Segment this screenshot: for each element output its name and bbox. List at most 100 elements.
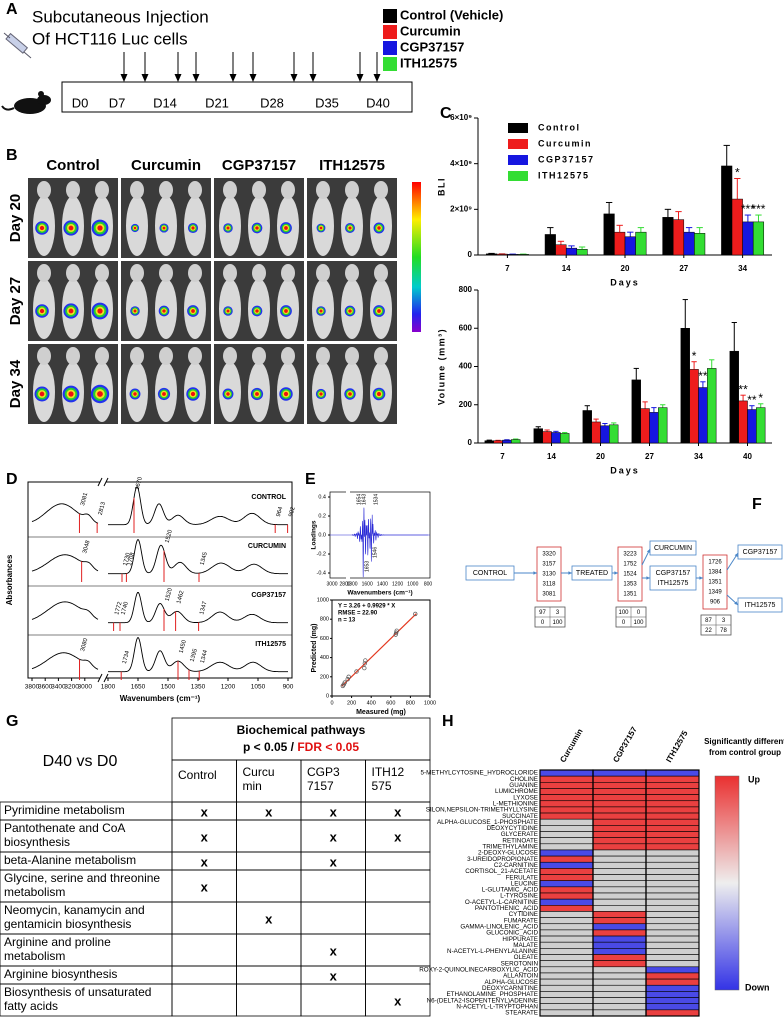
pathway-mark: x xyxy=(394,829,402,844)
peak-label: 1730 xyxy=(123,552,132,567)
peak-box xyxy=(702,554,728,610)
bar xyxy=(544,234,556,256)
timeline-day: D0 xyxy=(72,95,89,110)
x-tick-label: 3000 xyxy=(326,581,337,587)
heatmap-cell xyxy=(645,837,700,845)
luminescence-spot xyxy=(377,392,381,396)
heatmap-cell xyxy=(539,886,594,894)
bar xyxy=(631,379,641,444)
heatmap-cell xyxy=(592,991,647,998)
x-tick-label: 20 xyxy=(596,452,605,461)
heatmap-row-label: DEOXYCARNITINE xyxy=(482,985,538,992)
y-tick-label: 400 xyxy=(320,655,329,661)
node-label: CGP37157 xyxy=(743,549,778,556)
peak-label: 3081 xyxy=(80,491,89,506)
bar xyxy=(752,221,765,256)
heatmap-cell xyxy=(592,948,647,955)
node-label: CONTROL xyxy=(473,570,507,577)
timeline-box xyxy=(61,81,413,113)
luminescence-spot xyxy=(162,309,166,313)
heatmap-cell xyxy=(592,954,647,961)
peak-value: 1524 xyxy=(623,572,637,578)
mouse-head xyxy=(159,181,173,199)
heatmap-cell xyxy=(645,818,700,826)
x-tick-label: 3600 xyxy=(38,684,53,691)
heatmap-row-label: FERULATE xyxy=(506,874,538,881)
panel-letter: H xyxy=(442,713,454,730)
heatmap-cell xyxy=(592,978,647,986)
luminescence-spot xyxy=(39,391,45,397)
bar xyxy=(658,407,668,444)
bar xyxy=(600,425,610,444)
bar xyxy=(493,440,503,444)
bar xyxy=(582,410,592,444)
bar xyxy=(672,219,685,256)
heatmap-cell xyxy=(539,794,594,802)
heatmap-row-label: 5-METHYLCYTOSINE_HYDROCLORIDE xyxy=(421,770,538,777)
mouse-head xyxy=(223,347,237,365)
heatmap-cell xyxy=(645,769,700,777)
matrix-value: 0 xyxy=(622,620,626,626)
bar xyxy=(747,409,757,444)
bar xyxy=(683,231,695,256)
x-tick-label: 34 xyxy=(694,452,703,461)
bar xyxy=(742,221,754,256)
x-axis-label: Wavenumbers (cm⁻¹) xyxy=(120,694,201,703)
bar xyxy=(517,254,529,256)
mouse-head xyxy=(316,264,330,282)
heatmap-cell xyxy=(592,843,647,851)
mouse-head xyxy=(281,264,295,282)
legend-label: Control (Vehicle) xyxy=(400,7,503,22)
panel-letter: D xyxy=(6,471,18,488)
heatmap-cell xyxy=(539,806,594,814)
bar xyxy=(649,412,659,444)
heatmap-cell xyxy=(539,898,594,906)
luminescence-spot xyxy=(162,226,166,230)
matrix-value: 3 xyxy=(556,610,560,616)
heatmap-row-label: FUMARATE xyxy=(504,917,538,924)
y-tick-label: 800 xyxy=(320,617,329,623)
arrow-head xyxy=(699,576,703,580)
heatmap-row-label: N6-(DELTA2-ISOPENTENYL)ADENINE xyxy=(427,997,538,1004)
heatmap-cell xyxy=(539,978,594,986)
x-tick-label: 800 xyxy=(424,581,433,587)
mouse-head xyxy=(252,181,266,199)
peak-label: 1520 xyxy=(165,529,174,544)
mouse-head xyxy=(223,181,237,199)
break-mark xyxy=(97,477,103,487)
peak-label: 1708 xyxy=(127,551,136,566)
matrix-value: 0 xyxy=(637,610,641,616)
peak-value: 3157 xyxy=(542,562,556,568)
heatmap-cell xyxy=(645,868,700,875)
arrow-head xyxy=(373,74,381,82)
luminescence-spot xyxy=(319,309,323,313)
table-cell xyxy=(171,901,237,935)
heatmap-cell xyxy=(592,868,647,875)
legend-swatch xyxy=(383,41,397,55)
table-cell xyxy=(365,901,431,935)
peak-value: 1351 xyxy=(623,592,637,598)
spectrum-name: CURCUMIN xyxy=(248,543,286,550)
break-mark xyxy=(103,673,109,683)
heatmap-cell xyxy=(645,886,700,894)
mouse-head xyxy=(37,264,51,282)
peak-label: 1734 xyxy=(122,650,131,665)
heatmap-cell xyxy=(539,966,594,974)
heatmap-cell xyxy=(592,769,647,777)
peak-label: 1395 xyxy=(190,648,199,663)
heatmap-cell xyxy=(539,917,594,925)
legend-label: ITH12575 xyxy=(400,55,457,70)
bar xyxy=(707,368,717,444)
heatmap-row-label: ROXY-2-QUINOLINECARBOXYLIC_ACID xyxy=(419,967,538,974)
heatmap-cell xyxy=(539,781,594,789)
heatmap-cell xyxy=(539,880,594,888)
x-tick-label: 14 xyxy=(562,264,571,273)
matrix-value: 100 xyxy=(618,610,629,616)
bar xyxy=(756,407,766,444)
x-tick-label: 1800 xyxy=(346,581,357,587)
arrow-head xyxy=(646,576,650,580)
arrow-head xyxy=(290,74,298,82)
heatmap-row-label: GAMMA-LINOLENIC_ACID xyxy=(460,923,538,930)
node-label: CURCUMIN xyxy=(654,545,692,552)
peak-label: 964 xyxy=(276,506,285,518)
